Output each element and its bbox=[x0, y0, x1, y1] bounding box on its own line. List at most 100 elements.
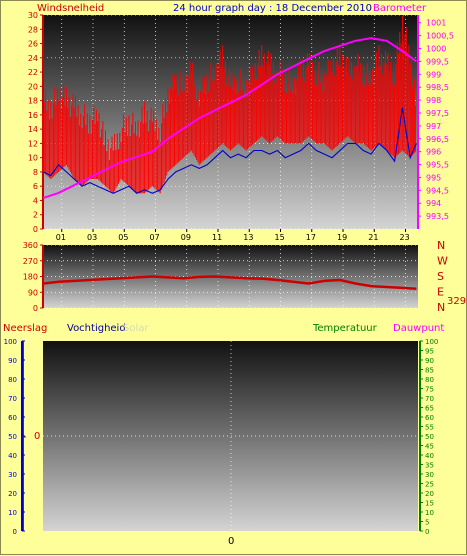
right-tick-label: 1001 bbox=[426, 19, 446, 28]
left-tick-label: 20 bbox=[28, 82, 38, 91]
compass-label: E bbox=[437, 286, 444, 299]
humidity-tick-label: 50 bbox=[8, 433, 17, 441]
wind-direction-series bbox=[42, 275, 417, 291]
left-tick-label: 10 bbox=[28, 154, 38, 163]
dewpoint-label: Dauwpunt bbox=[393, 323, 444, 334]
left-tick-label: 26 bbox=[28, 40, 38, 49]
right-tick-label: 997,5 bbox=[426, 109, 449, 118]
temperature-tick-label: 20 bbox=[425, 490, 434, 498]
humidity-tick-label: 10 bbox=[8, 509, 17, 517]
temperature-tick-label: 30 bbox=[425, 471, 434, 479]
rain-temp-grid bbox=[43, 341, 418, 531]
graph-title: 24 hour graph day : 18 December 2010 bbox=[173, 3, 372, 14]
barometer-line bbox=[42, 37, 417, 200]
temperature-tick-label: 10 bbox=[425, 509, 434, 517]
temperature-label: Temperatuur bbox=[312, 323, 378, 334]
temperature-tick-label: 100 bbox=[425, 338, 438, 346]
left-tick-label: 8 bbox=[33, 168, 38, 177]
humidity-tick-label: 40 bbox=[8, 452, 17, 460]
wind-direction-axis: 0 90 180 270 360 bbox=[23, 241, 44, 313]
x-tick-label: 23 bbox=[400, 233, 410, 242]
barometer-series bbox=[42, 37, 417, 200]
temperature-tick-label: 25 bbox=[425, 481, 434, 489]
x-tick-label: 21 bbox=[368, 233, 378, 242]
right-tick-label: 998 bbox=[426, 96, 441, 105]
dir-tick-label: 0 bbox=[33, 304, 38, 313]
temperature-tick-label: 95 bbox=[425, 348, 434, 356]
left-tick-label: 16 bbox=[28, 111, 38, 120]
left-tick-label: 0 bbox=[33, 225, 38, 234]
x-tick-label: 15 bbox=[275, 233, 285, 242]
dir-tick-label: 90 bbox=[28, 288, 38, 297]
gust-series bbox=[42, 107, 417, 194]
compass-label: S bbox=[437, 270, 444, 283]
x-tick-label: 01 bbox=[56, 233, 66, 242]
temperature-tick-label: 5 bbox=[425, 519, 429, 527]
humidity-tick-label: 60 bbox=[8, 414, 17, 422]
right-tick-label: 996,5 bbox=[426, 135, 449, 144]
wind-speed-label: Windsnelheid bbox=[37, 3, 104, 14]
temperature-tick-label: 15 bbox=[425, 500, 434, 508]
temperature-tick-label: 55 bbox=[425, 424, 434, 432]
humidity-tick-label: 90 bbox=[8, 357, 17, 365]
temperature-tick-label: 85 bbox=[425, 367, 434, 375]
gust-line bbox=[42, 107, 417, 194]
compass-label: N bbox=[437, 301, 445, 314]
x-tick-label: 07 bbox=[150, 233, 160, 242]
x-tick-label: 11 bbox=[212, 233, 222, 242]
hour-axis: 01 03 05 07 09 11 13 15 17 19 21 23 bbox=[56, 229, 410, 242]
rain-value: 0 bbox=[34, 431, 40, 442]
left-tick-label: 2 bbox=[33, 211, 38, 220]
left-tick-label: 28 bbox=[28, 25, 38, 34]
current-direction: 329° bbox=[447, 296, 467, 307]
dir-tick-label: 360 bbox=[23, 241, 38, 250]
humidity-tick-label: 100 bbox=[4, 338, 17, 346]
humidity-tick-label: 0 bbox=[13, 528, 17, 536]
right-tick-label: 993,5 bbox=[426, 212, 449, 221]
humidity-label: Vochtigheid bbox=[67, 323, 126, 334]
temperature-tick-label: 40 bbox=[425, 452, 434, 460]
barometer-axis: 993,5 994 994,5 995 995,5 996 996,5 997 997,5 998… bbox=[417, 15, 454, 229]
compass-label: W bbox=[437, 255, 448, 268]
temperature-tick-label: 80 bbox=[425, 376, 434, 384]
dir-tick-label: 270 bbox=[23, 257, 38, 266]
x-tick-label: 17 bbox=[306, 233, 316, 242]
humidity-tick-label: 80 bbox=[8, 376, 17, 384]
compass-label: N bbox=[437, 239, 445, 252]
wind-direction-line bbox=[42, 275, 417, 291]
right-tick-label: 998,5 bbox=[426, 83, 449, 92]
right-tick-label: 996 bbox=[426, 148, 441, 157]
x-tick-label: 05 bbox=[118, 233, 128, 242]
temperature-tick-label: 0 bbox=[425, 528, 429, 536]
right-tick-label: 994,5 bbox=[426, 186, 449, 195]
temperature-tick-label: 50 bbox=[425, 433, 434, 441]
temperature-tick-label: 90 bbox=[425, 357, 434, 365]
right-tick-label: 995,5 bbox=[426, 161, 449, 170]
left-tick-label: 30 bbox=[28, 11, 38, 20]
wind-direction-grid bbox=[43, 244, 418, 309]
x-axis-zero: 0 bbox=[228, 536, 234, 547]
left-tick-label: 4 bbox=[33, 196, 38, 205]
temperature-tick-label: 45 bbox=[425, 443, 434, 451]
left-tick-label: 12 bbox=[28, 139, 38, 148]
right-tick-label: 995 bbox=[426, 173, 441, 182]
humidity-axis: 0 10 20 30 40 50 60 70 80 90 100 bbox=[4, 338, 26, 536]
temperature-tick-label: 70 bbox=[425, 395, 434, 403]
humidity-tick-label: 30 bbox=[8, 471, 17, 479]
barometer-label: Barometer bbox=[373, 3, 427, 14]
right-tick-label: 1000 bbox=[426, 45, 446, 54]
left-tick-label: 22 bbox=[28, 68, 38, 77]
x-tick-label: 03 bbox=[87, 233, 97, 242]
left-tick-label: 18 bbox=[28, 97, 38, 106]
left-tick-label: 14 bbox=[28, 125, 38, 134]
temperature-tick-label: 60 bbox=[425, 414, 434, 422]
left-tick-label: 24 bbox=[28, 54, 38, 63]
rain-label: Neerslag bbox=[3, 323, 47, 334]
right-tick-label: 997 bbox=[426, 122, 441, 131]
solar-label: Solar bbox=[123, 323, 149, 334]
temperature-tick-label: 75 bbox=[425, 386, 434, 394]
